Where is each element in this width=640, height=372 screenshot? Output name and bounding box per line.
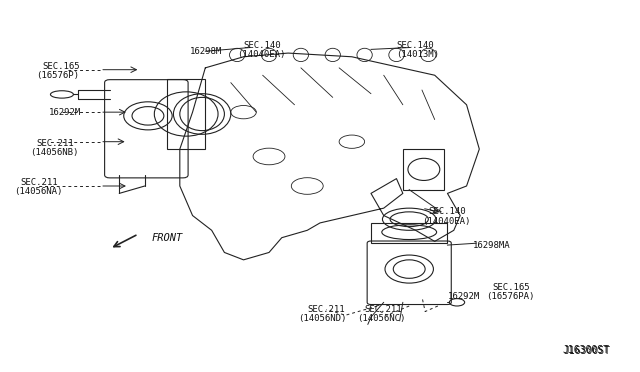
Text: FRONT: FRONT [151, 233, 182, 243]
Text: (14056NB): (14056NB) [30, 148, 79, 157]
Text: J16300ST: J16300ST [562, 345, 609, 355]
Text: J16300ST: J16300ST [563, 346, 611, 356]
Text: 16298MA: 16298MA [473, 241, 511, 250]
Text: SEC.211: SEC.211 [36, 139, 74, 148]
Text: (14056ND): (14056ND) [298, 314, 346, 323]
Text: 16292M: 16292M [447, 292, 480, 301]
Text: SEC.211: SEC.211 [365, 305, 402, 314]
Text: SEC.165: SEC.165 [492, 283, 530, 292]
Text: (14013M): (14013M) [396, 51, 440, 60]
Text: (14040EA): (14040EA) [237, 51, 285, 60]
Text: SEC.165: SEC.165 [43, 61, 81, 71]
Text: (16576P): (16576P) [36, 71, 79, 80]
Text: 16298M: 16298M [189, 47, 221, 56]
Bar [167, 79, 205, 149]
Text: (16576PA): (16576PA) [486, 292, 534, 301]
Text: 16292M: 16292M [49, 108, 81, 117]
Bar [371, 223, 447, 243]
Text: SEC.140: SEC.140 [396, 41, 434, 50]
Text: SEC.140: SEC.140 [428, 207, 466, 217]
Text: (14040EA): (14040EA) [422, 217, 470, 225]
Text: SEC.140: SEC.140 [244, 41, 281, 50]
Bar [403, 149, 444, 190]
Text: SEC.211: SEC.211 [307, 305, 345, 314]
Text: SEC.211: SEC.211 [20, 178, 58, 187]
Text: (14056NA): (14056NA) [14, 187, 63, 196]
Text: (14056NC): (14056NC) [357, 314, 405, 323]
